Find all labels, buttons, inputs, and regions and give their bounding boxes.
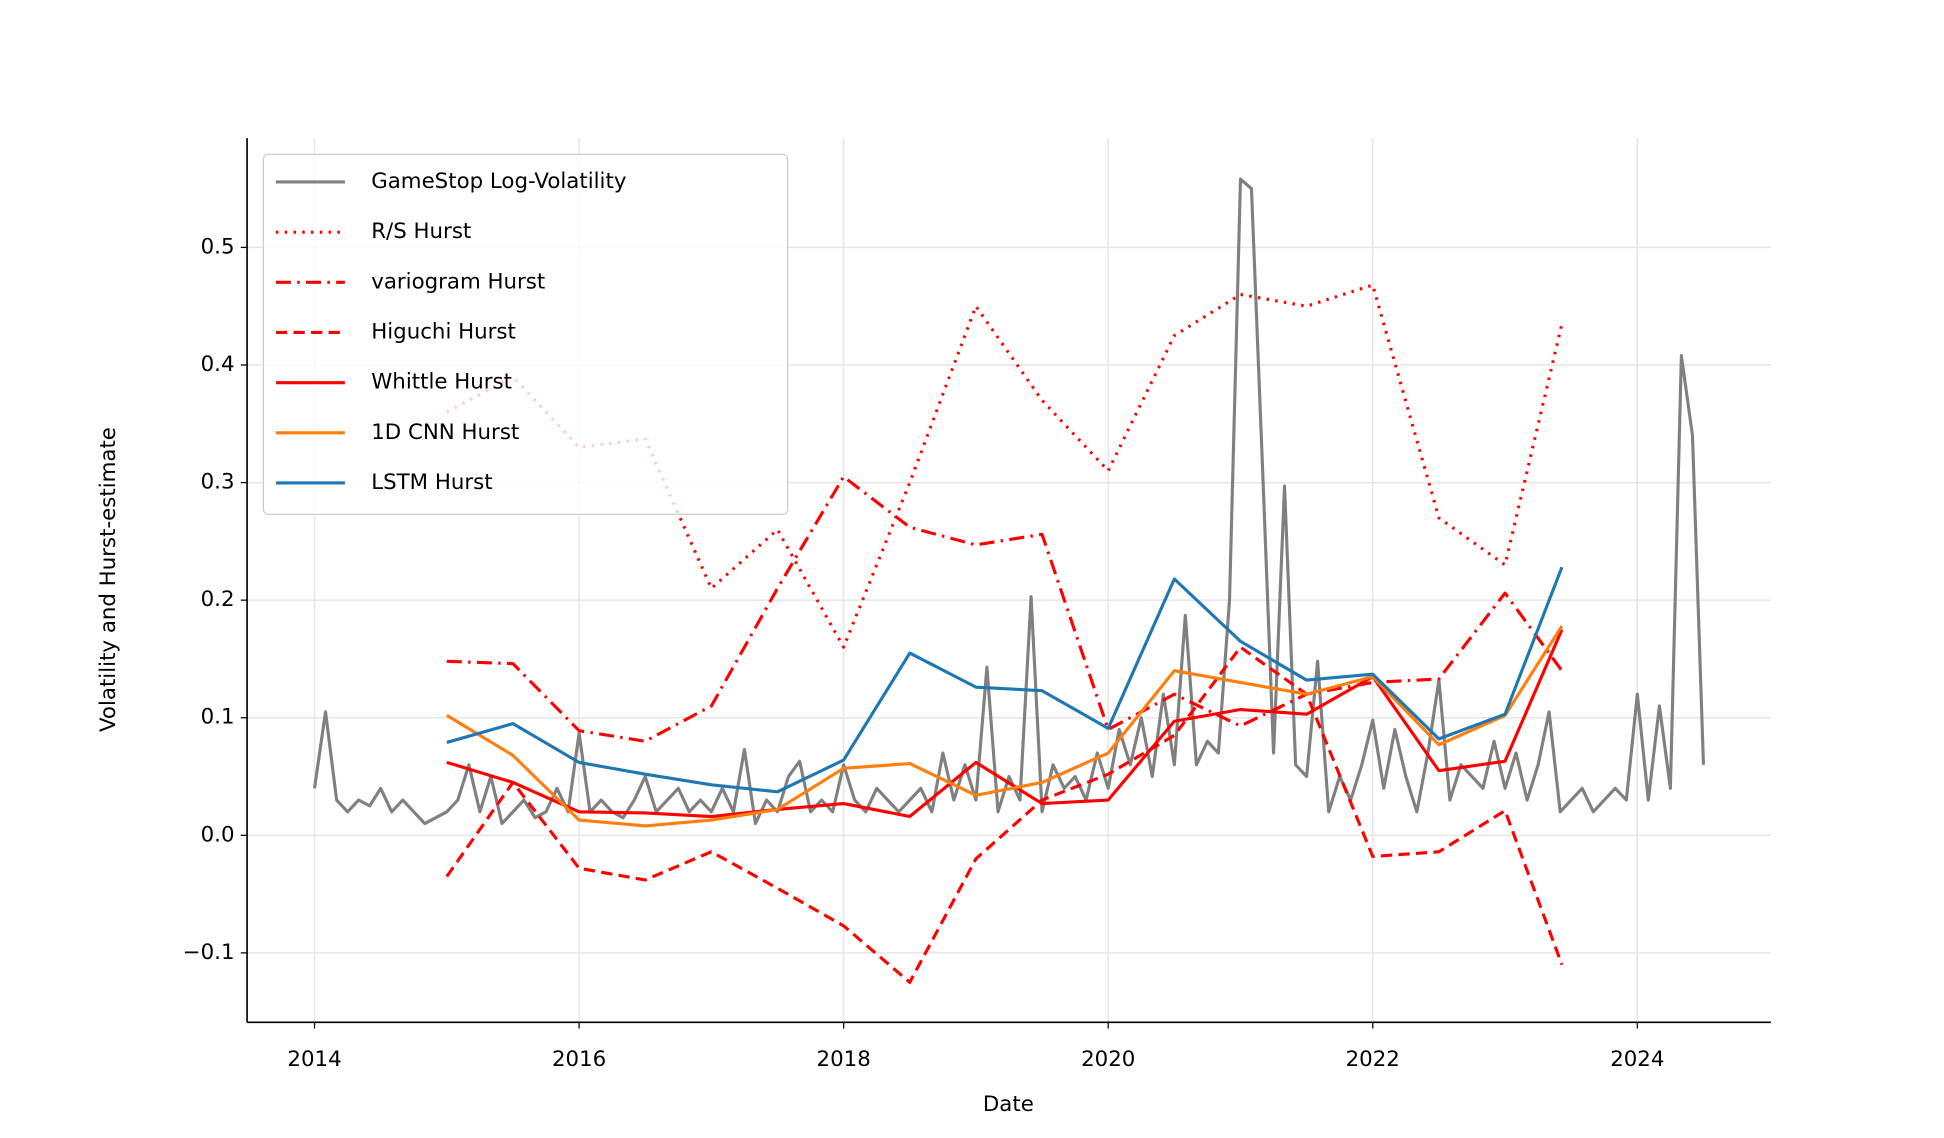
series-line	[446, 283, 1564, 649]
legend-label: variogram Hurst	[371, 269, 545, 294]
series-line	[446, 625, 1564, 828]
legend-label: Higuchi Hurst	[371, 319, 516, 344]
series-line	[446, 475, 1564, 743]
y-tick-label: 0.1	[201, 705, 235, 730]
y-axis-label: Volatility and Hurst-estimate	[96, 427, 121, 732]
legend-box	[262, 153, 789, 515]
y-tick-label: −0.1	[183, 940, 235, 965]
legend-label: Whittle Hurst	[371, 370, 512, 395]
x-axis-label: Date	[983, 1092, 1034, 1117]
legend-label: GameStop Log-Volatility	[371, 169, 626, 194]
series-line	[446, 566, 1564, 794]
y-tick-label: 0.2	[201, 587, 235, 612]
x-tick-label: 2018	[817, 1047, 871, 1072]
legend-label: R/S Hurst	[371, 219, 471, 244]
x-tick-label: 2016	[552, 1047, 606, 1072]
y-tick-label: 0.4	[201, 352, 235, 377]
legend-label: LSTM Hurst	[371, 470, 492, 495]
x-tick-label: 2020	[1081, 1047, 1135, 1072]
y-tick-label: 0.3	[201, 470, 235, 495]
x-tick-label: 2022	[1346, 1047, 1400, 1072]
x-tick-label: 2014	[287, 1047, 341, 1072]
legend-label: 1D CNN Hurst	[371, 420, 519, 445]
x-tick-label: 2024	[1610, 1047, 1664, 1072]
y-tick-label: 0.0	[201, 822, 235, 847]
series-line	[445, 645, 1564, 984]
series-line	[446, 628, 1564, 819]
series-line	[312, 177, 1706, 826]
y-tick-label: 0.5	[201, 234, 235, 259]
